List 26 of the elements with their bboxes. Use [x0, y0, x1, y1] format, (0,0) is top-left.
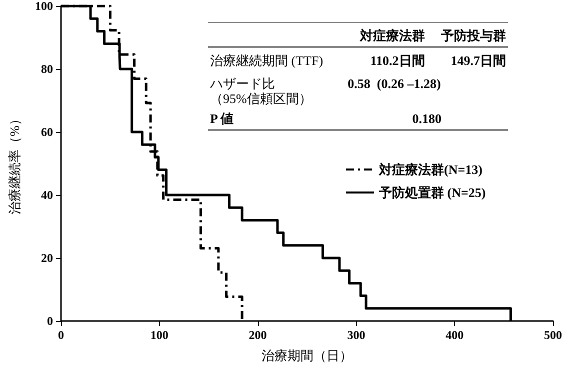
- y-tick-label: 20: [41, 251, 53, 265]
- annotation: P 値: [208, 106, 346, 130]
- annotation: （95%信頼区間）: [210, 91, 312, 106]
- x-tick-label: 500: [544, 328, 562, 342]
- x-tick-label: 100: [150, 328, 168, 342]
- x-tick-label: 0: [58, 328, 64, 342]
- y-tick-label: 100: [35, 0, 53, 13]
- y-tick-label: 60: [41, 125, 53, 139]
- annotation: 対症療法群: [346, 22, 427, 47]
- legend-label: 予防処置群 (N=25): [378, 185, 486, 200]
- annotation: 予防投与群: [426, 22, 508, 47]
- y-tick-label: 0: [47, 314, 53, 328]
- annotation: 治療継続期間 (TTF): [208, 47, 346, 71]
- x-axis-title: 治療期間（日）: [262, 348, 352, 363]
- legend-label: 対症療法群(N=13): [378, 162, 482, 177]
- y-tick-label: 80: [41, 62, 53, 76]
- x-tick-label: 200: [248, 328, 267, 342]
- annotation: ハザード比: [210, 76, 275, 91]
- annotation: 110.2日間: [346, 47, 427, 71]
- annotation: 0.180: [346, 106, 508, 130]
- x-tick-label: 300: [347, 328, 366, 342]
- y-axis-title: 治療継続率（%）: [7, 112, 22, 214]
- y-tick-label: 40: [41, 188, 53, 202]
- annotation: 0.58 (0.26 –1.28): [346, 75, 442, 93]
- annotation: 149.7日間: [426, 47, 508, 71]
- x-tick-label: 400: [446, 328, 464, 342]
